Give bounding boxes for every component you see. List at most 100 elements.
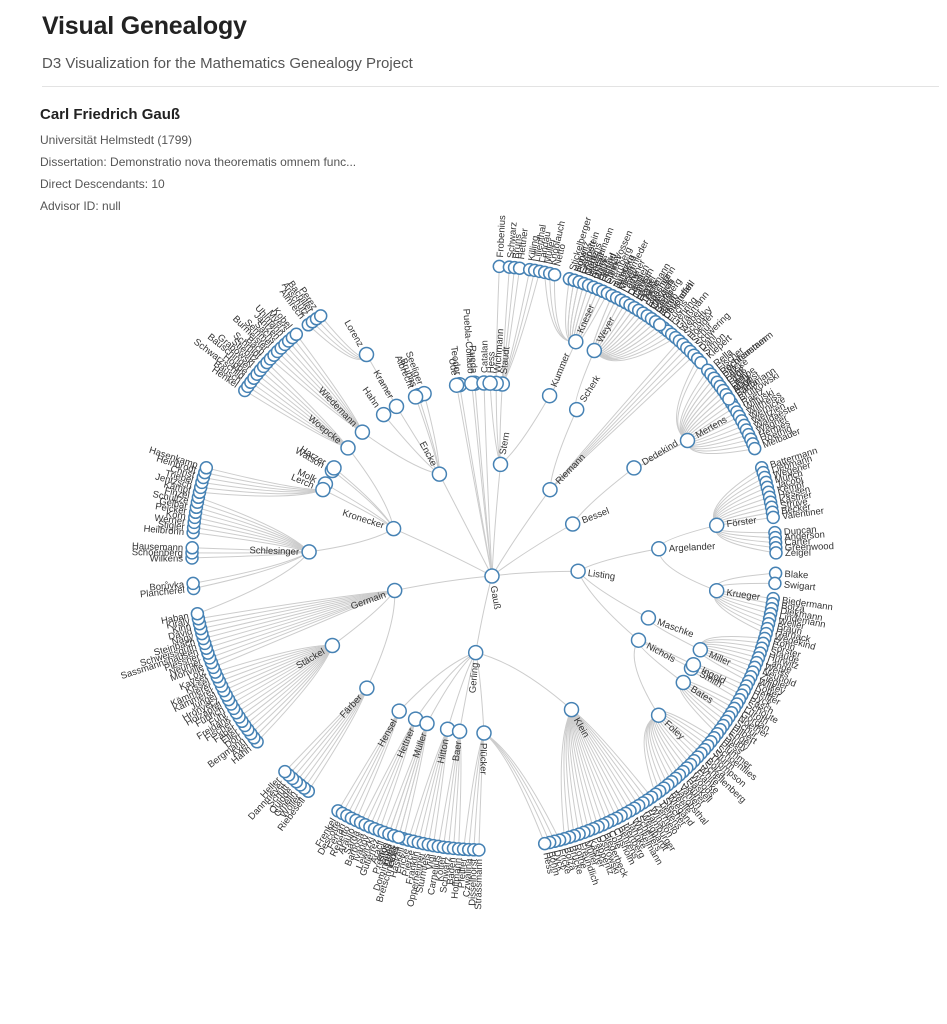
node-klein[interactable]	[563, 701, 580, 718]
link-schweissguth	[204, 590, 395, 644]
node-label-bessel: Bessel	[580, 506, 611, 526]
node-krueger[interactable]	[708, 582, 725, 599]
selected-advisor: Advisor ID: null	[40, 199, 121, 213]
node-label-wichmann: Wichmann	[492, 328, 506, 374]
node-netto[interactable]	[547, 267, 562, 282]
node-label-dedekind: Dedekind	[640, 438, 680, 468]
node-swigart[interactable]	[768, 576, 782, 591]
node-encke[interactable]	[431, 466, 448, 482]
node-label-hitton: Hitton	[436, 738, 452, 765]
node-label-schoenberg: Schoenberg	[132, 547, 183, 559]
node-strassmann[interactable]	[472, 843, 486, 857]
node-haban[interactable]	[190, 606, 205, 621]
node-label-boruvka: Borůvka	[149, 579, 185, 593]
selected-university: Universität Helmstedt (1799)	[40, 133, 193, 147]
node-weyer[interactable]	[586, 342, 603, 359]
node-label-plancherel: Plancherel	[140, 585, 186, 601]
node-kummer[interactable]	[541, 387, 558, 404]
node-label-haban: Haban	[160, 611, 190, 627]
node-argelander[interactable]	[651, 541, 667, 557]
node-label-pfeiffer: Pfeiffer	[456, 858, 469, 889]
node-dedekind[interactable]	[626, 460, 642, 476]
page-header: Visual Genealogy D3 Visualization for th…	[42, 12, 939, 72]
link-david	[200, 590, 395, 630]
node-nichols[interactable]	[630, 632, 647, 648]
node-label-becker: Becker	[781, 502, 812, 517]
node-hess[interactable]	[537, 836, 552, 851]
link-fricke	[483, 732, 561, 841]
node-label-puebla-collado: Puebla-Collado	[460, 308, 476, 374]
node-muller[interactable]	[419, 715, 435, 732]
node-baer[interactable]	[451, 723, 468, 740]
node-label-duncan: Duncan	[783, 524, 817, 538]
node-hess[interactable]	[482, 375, 498, 391]
node-miller[interactable]	[692, 642, 709, 658]
node-label-staudt: Staudt	[499, 346, 513, 375]
node-label-kinn: Kinn	[171, 621, 192, 636]
node-kneser[interactable]	[568, 333, 584, 350]
node-farber[interactable]	[359, 680, 375, 696]
node-riemann[interactable]	[542, 481, 558, 498]
link-blake	[714, 572, 776, 592]
node-ingold[interactable]	[685, 656, 702, 673]
node-label-blake: Blake	[784, 569, 808, 581]
node-plucker[interactable]	[476, 725, 492, 741]
node-label-heilbronn: Heilbronn	[143, 524, 184, 539]
node-bessel[interactable]	[564, 516, 581, 532]
node-forster[interactable]	[708, 517, 725, 534]
node-heller[interactable]	[278, 764, 292, 779]
node-zeigel[interactable]	[769, 546, 783, 560]
node-perez[interactable]	[313, 309, 328, 323]
node-boruvka[interactable]	[186, 576, 200, 591]
node-label-forster: Förster	[726, 515, 757, 530]
node-lorenz[interactable]	[358, 346, 375, 363]
node-gau[interactable]	[484, 568, 500, 584]
node-label-killing: Killing	[526, 235, 541, 262]
node-woepcke[interactable]	[340, 440, 356, 456]
node-lerch[interactable]	[315, 481, 331, 498]
node-wiedemann[interactable]	[354, 424, 371, 440]
node-maschke[interactable]	[640, 610, 657, 626]
node-bretschneider[interactable]	[391, 830, 406, 844]
node-stern[interactable]	[492, 456, 509, 473]
node-hahn[interactable]	[375, 406, 392, 423]
selected-node-info: Carl Friedrich Gauß Universität Helmsted…	[40, 106, 356, 221]
node-hasenkamp[interactable]	[199, 461, 214, 475]
node-harzer[interactable]	[326, 460, 342, 476]
node-kobel[interactable]	[289, 327, 304, 342]
node-fanta[interactable]	[722, 392, 736, 406]
node-scherk[interactable]	[568, 401, 585, 418]
link-hess	[483, 732, 546, 844]
node-stackel[interactable]	[324, 637, 341, 654]
node-gerling[interactable]	[467, 644, 484, 661]
node-label-teodor: Teodor	[448, 345, 463, 375]
node-label-vigl: Vigl	[424, 854, 438, 871]
node-bates[interactable]	[675, 674, 692, 691]
link-sassmannshausen	[206, 590, 395, 649]
node-label-werner: Werner	[154, 513, 186, 528]
node-valentiner[interactable]	[766, 510, 780, 525]
node-melbauer[interactable]	[747, 441, 762, 456]
node-devendahl[interactable]	[652, 318, 667, 332]
node-label-schwarz: Schwarz	[438, 856, 453, 894]
node-label-rueda: Rueda	[467, 345, 479, 374]
node-kramer[interactable]	[388, 398, 405, 415]
node-foley[interactable]	[650, 707, 667, 723]
node-kronecker[interactable]	[385, 520, 402, 537]
node-hensel[interactable]	[391, 703, 407, 719]
node-label-peicker: Peicker	[154, 501, 187, 517]
node-albrecht[interactable]	[407, 389, 424, 405]
node-hausemann[interactable]	[185, 541, 199, 555]
node-listing[interactable]	[570, 563, 586, 579]
node-label-bohm: Böhm	[546, 850, 562, 877]
link-bohm	[483, 732, 551, 843]
node-label-scherk: Scherk	[578, 373, 603, 404]
node-germain[interactable]	[386, 582, 403, 599]
node-schlesinger[interactable]	[301, 544, 317, 560]
node-mertens[interactable]	[679, 432, 696, 449]
node-ude[interactable]	[448, 377, 465, 393]
tree-nodes: GaußEnckeGermainGerlingPlückerListingBes…	[119, 215, 834, 910]
node-label-muller: Müller	[542, 237, 558, 265]
node-label-listing: Listing	[587, 568, 616, 583]
